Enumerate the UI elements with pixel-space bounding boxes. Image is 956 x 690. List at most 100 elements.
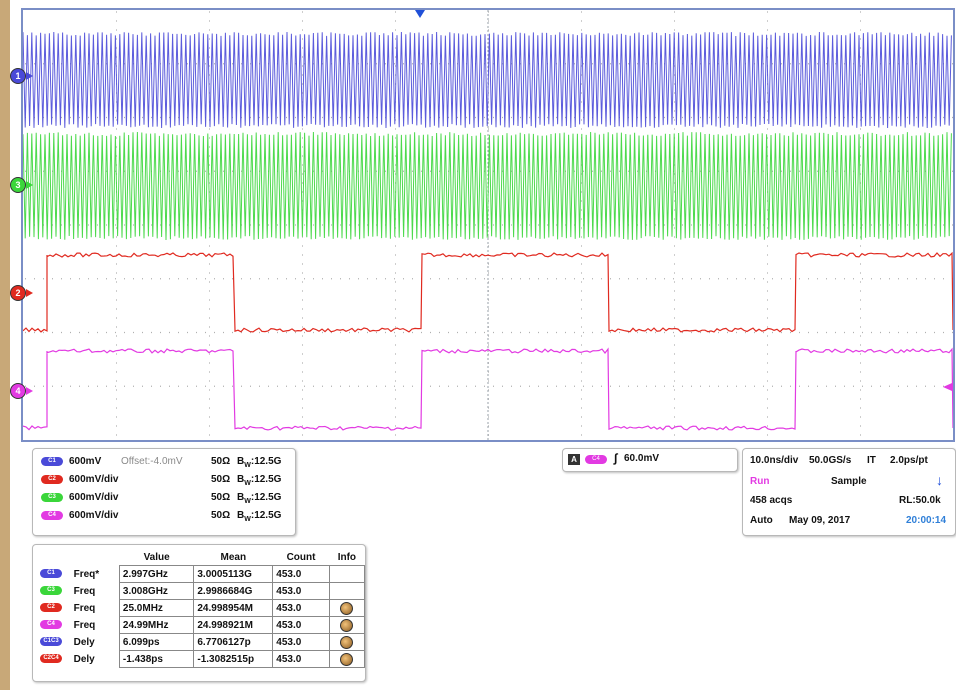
measurement-count: 453.0 <box>272 633 330 651</box>
channel-3-scale: 600mV/div <box>69 492 119 503</box>
channel-2-settings[interactable]: C2 600mV/div 50Ω BW:12.5G <box>41 473 281 487</box>
channel-2-marker[interactable]: 2 <box>10 285 26 301</box>
measurement-source-chip: C3 <box>37 583 71 600</box>
resolution: 2.0ps/pt <box>890 455 928 466</box>
trigger-level-arrow-icon[interactable] <box>943 383 952 391</box>
channel-4-impedance: 50Ω <box>211 510 231 521</box>
sample-rate: 50.0GS/s <box>809 455 852 466</box>
measurement-count: 453.0 <box>272 616 330 634</box>
channel-1-offset: Offset:-4.0mV <box>121 456 183 467</box>
info-icon[interactable] <box>340 635 354 649</box>
measurement-mean: 2.9986684G <box>193 582 274 600</box>
channel-2-chip: C2 <box>41 474 63 484</box>
measurement-count: 453.0 <box>272 582 330 600</box>
measurement-row[interactable]: C1 Freq* 2.997GHz 3.0005113G 453.0 <box>37 565 366 583</box>
waveform-graticule <box>23 10 953 440</box>
measurement-info[interactable] <box>328 565 366 583</box>
measurement-source-chip: C1C3 <box>37 634 71 651</box>
trigger-a-badge: A <box>568 454 580 465</box>
channel-2-bandwidth: BW:12.5G <box>237 474 282 487</box>
channel-1-chip: C1 <box>41 456 63 466</box>
measurement-mean: 6.7706127p <box>193 633 274 651</box>
channel-3-impedance: 50Ω <box>211 492 231 503</box>
interpolation-mode: IT <box>867 455 876 466</box>
channel-2-impedance: 50Ω <box>211 474 231 485</box>
measurement-row[interactable]: C3 Freq 3.008GHz 2.9986684G 453.0 <box>37 582 366 600</box>
measurement-info[interactable] <box>328 650 366 668</box>
acq-arrow-icon: ↓ <box>936 472 943 488</box>
measurement-count: 453.0 <box>272 599 330 617</box>
measurements-table: Value Mean Count Info C1 Freq* 2.997GHz 3.0… <box>37 549 366 668</box>
measurement-mean: -1.3082515p <box>193 650 274 668</box>
channel-1-scale: 600mV <box>69 456 102 467</box>
channel-4-scale: 600mV/div <box>69 510 119 521</box>
measurement-type: Freq* <box>73 568 100 580</box>
channel-3-settings[interactable]: C3 600mV/div 50Ω BW:12.5G <box>41 491 281 505</box>
info-icon[interactable] <box>340 652 354 666</box>
measurement-source-chip: C1 <box>37 566 71 583</box>
measurements-header: Value Mean Count Info <box>37 549 365 566</box>
record-length: RL:50.0k <box>899 495 941 506</box>
channel-1-impedance: 50Ω <box>211 456 231 467</box>
measurement-row[interactable]: C4 Freq 24.99MHz 24.998921M 453.0 <box>37 616 366 634</box>
measurement-info[interactable] <box>328 599 366 617</box>
measurement-info[interactable] <box>328 616 366 634</box>
date: May 09, 2017 <box>789 515 851 526</box>
channel-2-waveform <box>23 251 953 333</box>
info-icon[interactable] <box>340 618 354 632</box>
measurement-info[interactable] <box>328 633 366 651</box>
channel-3-chip: C3 <box>41 492 63 502</box>
measurement-type: Freq <box>73 602 96 614</box>
channel-1-waveform <box>23 31 952 129</box>
channel-1-settings[interactable]: C1 600mV Offset:-4.0mV 50Ω BW:12.5G <box>41 455 281 469</box>
channel-3-arrow-icon <box>26 181 33 189</box>
channel-1-bandwidth: BW:12.5G <box>237 456 282 469</box>
measurement-value: 24.99MHz <box>118 616 195 634</box>
measurement-info[interactable] <box>328 582 366 600</box>
channel-3-waveform <box>23 131 952 241</box>
measurement-count: 453.0 <box>272 650 330 668</box>
trigger-slope-icon: ∫ <box>614 451 618 465</box>
measurement-row[interactable]: C2 Freq 25.0MHz 24.998954M 453.0 <box>37 599 366 617</box>
measurement-value: -1.438ps <box>118 650 195 668</box>
channel-4-arrow-icon <box>26 387 33 395</box>
measurement-count: 453.0 <box>272 565 330 583</box>
channel-4-settings[interactable]: C4 600mV/div 50Ω BW:12.5G <box>41 509 281 523</box>
timebase: 10.0ns/div <box>750 455 799 466</box>
channel-3-bandwidth: BW:12.5G <box>237 492 282 505</box>
measurement-value: 25.0MHz <box>118 599 195 617</box>
waveform-display[interactable] <box>21 8 955 442</box>
trigger-level: 60.0mV <box>624 453 660 464</box>
trigger-source-chip: C4 <box>585 455 607 464</box>
measurement-row[interactable]: C2C4 Dely -1.438ps -1.3082515p 453.0 <box>37 650 366 668</box>
measurement-value: 3.008GHz <box>118 582 195 600</box>
channel-1-marker[interactable]: 1 <box>10 68 26 84</box>
info-icon[interactable] <box>340 601 354 615</box>
trigger-mode: Auto <box>750 515 773 526</box>
channel-3-marker[interactable]: 3 <box>10 177 26 193</box>
channel-4-marker[interactable]: 4 <box>10 383 26 399</box>
measurement-mean: 24.998921M <box>193 616 274 634</box>
acquisition-mode: Sample <box>831 476 867 487</box>
measurement-value: 2.997GHz <box>118 565 195 583</box>
measurement-source-chip: C2 <box>37 600 71 617</box>
measurement-mean: 3.0005113G <box>193 565 274 583</box>
trigger-position-marker[interactable] <box>415 10 425 18</box>
measurement-source-chip: C2C4 <box>37 651 71 668</box>
channel-4-bandwidth: BW:12.5G <box>237 510 282 523</box>
run-state[interactable]: Run <box>750 476 770 487</box>
time: 20:00:14 <box>906 515 947 526</box>
measurement-type: Dely <box>73 653 95 665</box>
trigger-settings-panel[interactable]: A C4 ∫ 60.0mV <box>562 448 738 472</box>
channel-2-arrow-icon <box>26 289 33 297</box>
channel-2-scale: 600mV/div <box>69 474 119 485</box>
measurement-value: 6.099ps <box>118 633 195 651</box>
measurement-type: Dely <box>73 636 95 648</box>
horizontal-acquisition-panel[interactable]: 10.0ns/div 50.0GS/s IT 2.0ps/pt Run Samp… <box>742 448 956 536</box>
measurement-row[interactable]: C1C3 Dely 6.099ps 6.7706127p 453.0 <box>37 633 366 651</box>
measurement-type: Freq <box>73 585 96 597</box>
measurements-panel[interactable]: Value Mean Count Info C1 Freq* 2.997GHz 3.0… <box>32 544 366 682</box>
channel-4-chip: C4 <box>41 510 63 520</box>
header-mean: Mean <box>220 551 247 563</box>
vertical-settings-panel[interactable]: C1 600mV Offset:-4.0mV 50Ω BW:12.5G C2 6… <box>32 448 296 536</box>
